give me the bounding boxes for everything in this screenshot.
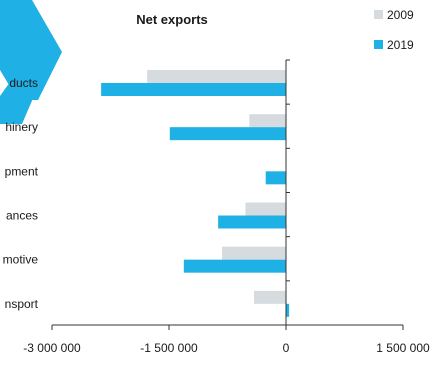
bar-2009-4 — [222, 247, 286, 260]
legend-label-2019: 2019 — [387, 38, 414, 52]
bars-group — [101, 70, 289, 317]
x-tick-label: -3 000 000 — [23, 341, 81, 355]
category-label: motive — [3, 253, 39, 267]
legend-label-2009: 2009 — [387, 8, 414, 22]
bar-2009-0 — [147, 70, 286, 83]
brand-chevron-shape — [0, 0, 62, 124]
bar-2019-2 — [266, 171, 286, 184]
bar-2009-1 — [249, 114, 286, 127]
bar-2009-3 — [245, 203, 286, 216]
category-label: ances — [6, 209, 38, 223]
bar-2019-0 — [101, 83, 286, 96]
bar-2019-1 — [170, 127, 286, 140]
category-label: ducts — [9, 76, 38, 90]
category-label: nsport — [5, 297, 39, 311]
x-tick-label: 1 500 000 — [376, 341, 430, 355]
chart-legend: 2009 2019 — [374, 8, 414, 52]
x-tick-labels: -3 000 000 -1 500 000 0 1 500 000 — [23, 341, 430, 355]
x-tick-label: 0 — [283, 341, 290, 355]
category-label: hinery — [5, 120, 38, 134]
legend-swatch-2009 — [374, 10, 383, 19]
category-label: pment — [5, 164, 39, 178]
bar-2009-5 — [254, 291, 286, 304]
legend-swatch-2019 — [374, 40, 383, 49]
chart-title: Net exports — [136, 12, 208, 27]
bar-2019-3 — [218, 216, 286, 229]
bar-2019-4 — [184, 260, 286, 273]
x-tick-label: -1 500 000 — [140, 341, 198, 355]
axes-group — [52, 60, 403, 330]
